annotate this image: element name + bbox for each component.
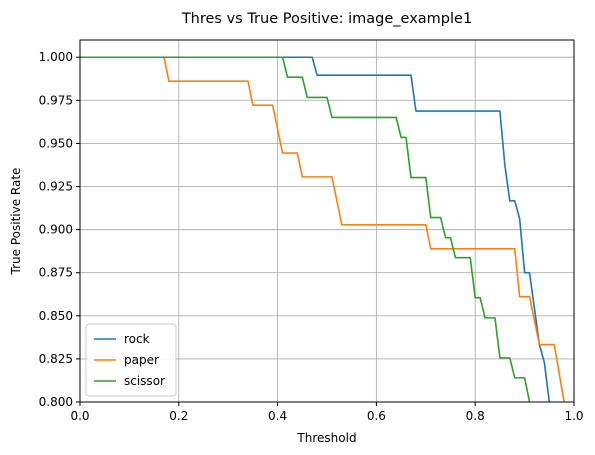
y-tick-label: 0.975 (39, 93, 73, 107)
legend-box (85, 323, 177, 397)
legend-label-paper: paper (124, 353, 159, 367)
y-tick-label: 0.850 (39, 309, 73, 323)
x-tick-label: 0.6 (367, 409, 386, 423)
chart-title: Thres vs True Positive: image_example1 (181, 11, 472, 27)
x-axis: 0.0 0.2 0.4 0.6 0.8 1.0 (70, 402, 584, 423)
plot-frame (79, 39, 575, 403)
y-tick-label: 1.000 (39, 50, 73, 64)
legend-label-scissor: scissor (124, 374, 165, 388)
x-axis-label: Threshold (296, 431, 356, 445)
y-tick-label: 0.800 (39, 395, 73, 409)
y-tick-label: 0.900 (39, 223, 73, 237)
x-tick-label: 0.2 (169, 409, 188, 423)
x-tick-label: 0.0 (70, 409, 89, 423)
y-tick-label: 0.925 (39, 180, 73, 194)
y-axis: 0.800 0.825 0.850 0.875 0.900 0.925 0.950 0.975… (39, 50, 80, 409)
y-tick-label: 0.950 (39, 136, 73, 150)
series-layer (80, 56, 565, 402)
legend-label-rock: rock (124, 332, 150, 346)
x-tick-label: 1.0 (564, 409, 583, 423)
y-axis-label: True Positive Rate (9, 168, 23, 276)
legend: rock paper scissor (85, 323, 177, 397)
y-tick-label: 0.875 (39, 266, 73, 280)
x-tick-label: 0.8 (466, 409, 485, 423)
y-tick-label: 0.825 (39, 352, 73, 366)
x-tick-label: 0.4 (268, 409, 287, 423)
series-line-paper (80, 56, 565, 402)
series-line-scissor (80, 56, 531, 402)
series-line-rock (80, 56, 551, 402)
